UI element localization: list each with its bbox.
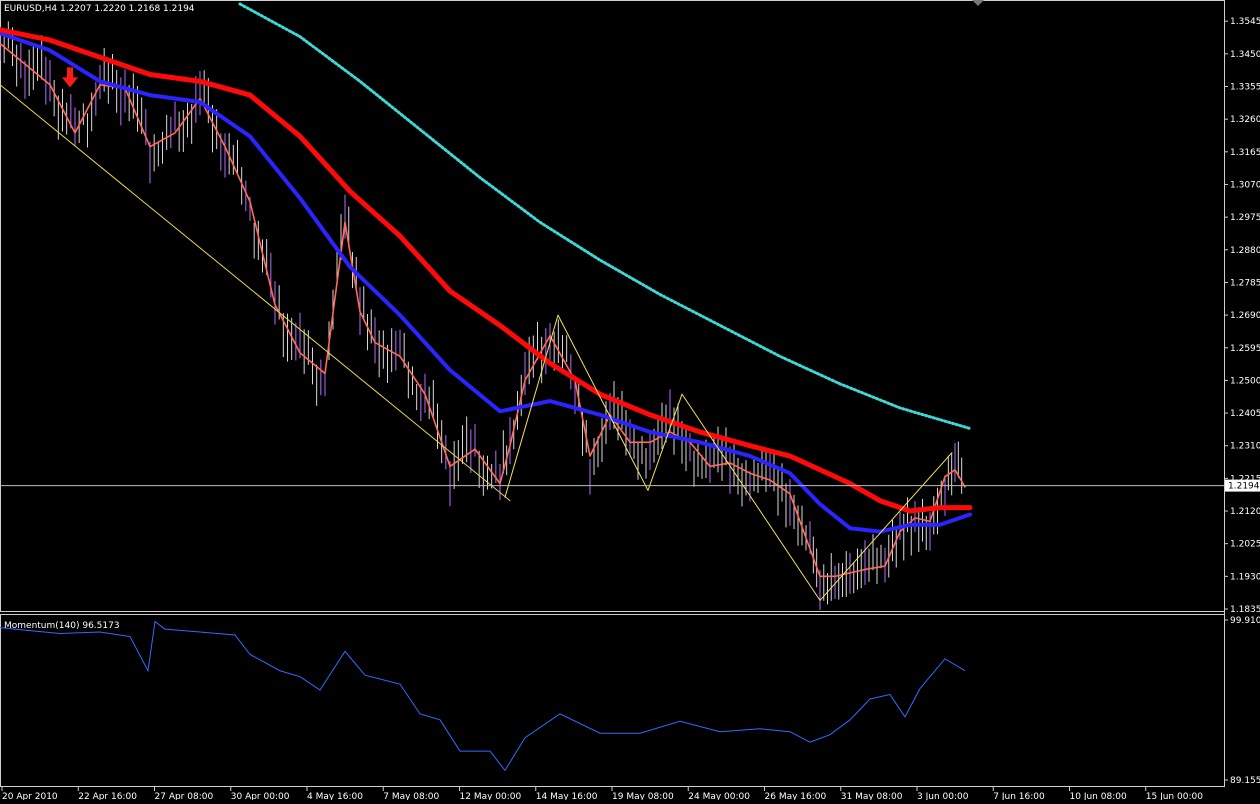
annotations bbox=[62, 67, 78, 88]
price-tick-label: 1.3355 bbox=[1230, 83, 1260, 93]
price-axis-ticks: 1.3545 1.3450 1.3355 1.3260 1.3165 1.3070 1.29… bbox=[1224, 17, 1260, 615]
window-control-icon[interactable] bbox=[972, 0, 984, 6]
price-tick-label: 1.2880 bbox=[1230, 246, 1260, 256]
time-tick-label: 14 May 16:00 bbox=[536, 792, 598, 800]
price-tick-label: 1.3260 bbox=[1230, 115, 1260, 125]
price-tick-label: 1.2405 bbox=[1230, 409, 1260, 419]
time-axis-ticks: 20 Apr 2010 22 Apr 16:00 27 Apr 08:00 30 Ap… bbox=[1, 787, 1203, 802]
ma-salmon-line bbox=[0, 42, 966, 578]
momentum-pane-frame bbox=[0, 614, 1225, 787]
time-tick-label: 20 Apr 2010 bbox=[2, 792, 58, 800]
price-tick-label: 1.3070 bbox=[1230, 180, 1260, 190]
ma-cyan-dotted-line bbox=[238, 2, 972, 431]
price-tick-label: 1.1930 bbox=[1230, 572, 1260, 582]
price-tick-label: 1.2785 bbox=[1230, 278, 1260, 288]
main-chart-title: EURUSD,H4 1.2207 1.2220 1.2168 1.2194 bbox=[4, 4, 195, 14]
price-bars bbox=[0, 21, 963, 610]
time-tick-label: 3 Jun 00:00 bbox=[917, 792, 969, 800]
time-tick-label: 15 Jun 00:00 bbox=[1146, 792, 1203, 800]
time-tick-label: 31 May 08:00 bbox=[841, 792, 903, 800]
current-price-line: 1.2194 bbox=[0, 479, 1260, 492]
momentum-tick-label: 89.1553 bbox=[1230, 776, 1260, 786]
current-price-label: 1.2194 bbox=[1228, 482, 1260, 492]
time-tick-label: 26 May 16:00 bbox=[765, 792, 827, 800]
price-tick-label: 1.3165 bbox=[1230, 148, 1260, 158]
price-tick-label: 1.2500 bbox=[1230, 376, 1260, 386]
price-tick-label: 1.2120 bbox=[1230, 507, 1260, 517]
time-tick-label: 24 May 00:00 bbox=[688, 792, 750, 800]
price-tick-label: 1.1835 bbox=[1230, 605, 1260, 615]
time-tick-label: 4 May 16:00 bbox=[307, 792, 363, 800]
time-tick-label: 7 Jun 16:00 bbox=[993, 792, 1045, 800]
ma-blue-line bbox=[0, 31, 972, 534]
trend-yellow-line bbox=[0, 84, 511, 502]
time-tick-label: 30 Apr 00:00 bbox=[231, 792, 290, 800]
price-tick-label: 1.2595 bbox=[1230, 344, 1260, 354]
momentum-line bbox=[0, 620, 966, 772]
time-tick-label: 19 May 08:00 bbox=[612, 792, 674, 800]
moving-averages bbox=[0, 2, 973, 578]
time-tick-label: 7 May 08:00 bbox=[383, 792, 439, 800]
price-tick-label: 1.2310 bbox=[1230, 442, 1260, 452]
time-tick-label: 22 Apr 16:00 bbox=[78, 792, 137, 800]
time-tick-label: 12 May 00:00 bbox=[460, 792, 522, 800]
price-tick-label: 1.2215 bbox=[1230, 474, 1260, 484]
momentum-indicator: 99.9107 89.1553 bbox=[0, 616, 1260, 786]
price-tick-label: 1.3545 bbox=[1230, 17, 1260, 27]
main-chart-frame bbox=[0, 0, 1225, 612]
sell-arrow-icon bbox=[62, 67, 78, 88]
time-tick-label: 10 Jun 08:00 bbox=[1070, 792, 1127, 800]
zigzag-yellow-line bbox=[504, 314, 953, 601]
price-tick-label: 1.3450 bbox=[1230, 50, 1260, 60]
momentum-tick-label: 99.9107 bbox=[1230, 616, 1260, 626]
momentum-title: Momentum(140) 96.5173 bbox=[4, 621, 120, 631]
time-tick-label: 27 Apr 08:00 bbox=[155, 792, 214, 800]
price-tick-label: 1.2025 bbox=[1230, 540, 1260, 550]
price-tick-label: 1.2975 bbox=[1230, 213, 1260, 223]
current-price-badge bbox=[1225, 479, 1260, 492]
zigzag-overlay bbox=[0, 84, 953, 601]
ma-red-line bbox=[0, 27, 973, 514]
price-tick-label: 1.2690 bbox=[1230, 311, 1260, 321]
